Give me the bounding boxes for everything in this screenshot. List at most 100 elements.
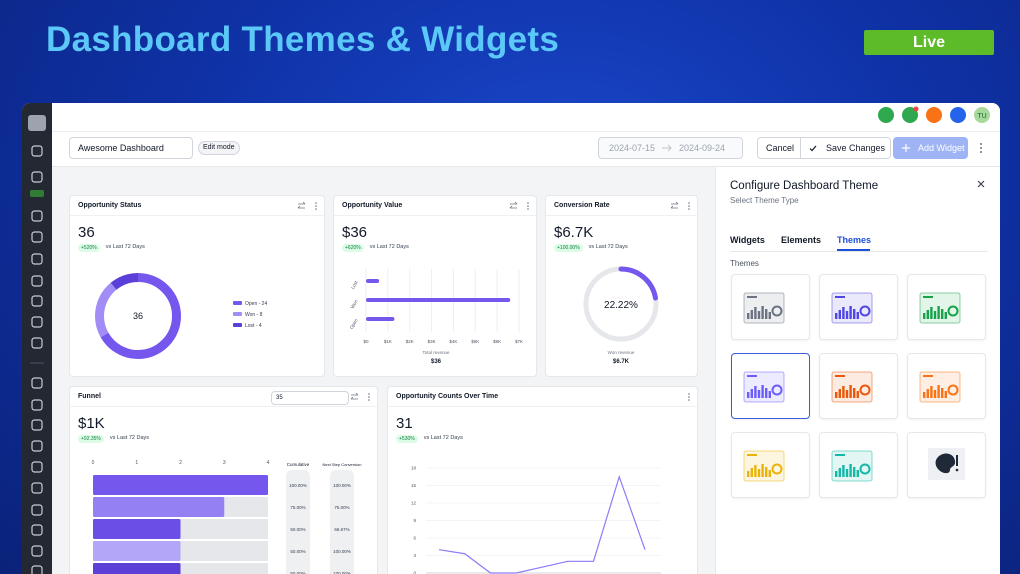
dashboard-name-input[interactable]: Awesome Dashboard [69,137,193,159]
thumb-bar [926,310,929,319]
theme-card[interactable] [907,432,986,498]
thumb-bar [937,385,940,398]
theme-card[interactable] [819,432,898,498]
menu-dot [527,208,529,210]
header-divider [388,406,697,407]
sidebar-icon[interactable] [31,337,43,349]
app-window: TU Awesome Dashboard Edit mode 2024-07-1… [22,103,1000,574]
theme-card[interactable] [731,274,810,340]
theme-thumbnail [743,450,785,482]
logo [28,115,46,131]
thumb-bar [856,391,859,398]
thumb-line [835,296,845,298]
theme-card[interactable] [819,274,898,340]
donut-segment [95,273,181,359]
sidebar-icon[interactable] [31,545,43,557]
page-title: Dashboard Themes & Widgets [46,20,560,59]
y-tick-label: 18 [411,466,417,471]
sidebar-icon[interactable] [31,565,43,574]
theme-card[interactable] [907,353,986,419]
thumb-bar [835,313,838,319]
cumulative-cell: 100.00% [289,483,307,488]
close-icon[interactable] [976,179,986,189]
theme-card[interactable] [731,432,810,498]
sidebar-icon[interactable] [31,253,43,265]
thumb-line [747,454,757,456]
theme-card[interactable] [907,274,986,340]
phone-icon[interactable] [878,107,894,123]
sidebar-icon[interactable] [31,145,43,157]
bell-icon[interactable] [926,107,942,123]
caption: Won revenue [608,350,635,355]
theme-card[interactable] [819,353,898,419]
filter-select[interactable]: 35 [271,391,349,405]
tab[interactable]: Themes [837,235,872,245]
thumb-line [835,454,845,456]
header-divider [70,406,377,407]
date-range[interactable]: 2024-07-15 2024-09-24 [598,137,743,159]
thumb-bar [838,389,841,398]
theme-thumbnail [831,371,873,403]
sidebar-icon[interactable] [30,190,44,197]
theme-card[interactable] [731,353,810,419]
avatar[interactable] [974,107,990,123]
widget-value: $36 [342,224,368,241]
category-label: Lost [350,279,359,290]
widget-chart: 0 1 2 3 4 Cumulative Next Step Conversion 100.0… [92,460,361,574]
widget-title: Conversion Rate [554,202,610,209]
sidebar-icon[interactable] [31,482,43,494]
swap-icon[interactable] [350,392,359,400]
sidebar-icon[interactable] [31,440,43,452]
thumb-bar [845,469,849,477]
sidebar-icon[interactable] [31,419,43,431]
sidebar-icon[interactable] [31,399,43,411]
y-tick-label: 12 [411,501,417,506]
sidebar-icon[interactable] [31,461,43,473]
column-bg [330,470,354,574]
widget-chart: 0 3 6 9 12 15 18 [411,466,661,574]
top-icons: TU [878,106,990,123]
add-widget-button[interactable]: Add Widget [893,137,968,159]
column-bg [286,470,310,574]
arrow-icon [662,144,672,152]
tab[interactable]: Elements [781,235,822,245]
thumb-line [923,375,933,377]
change-badge: +520% [78,244,100,252]
thumb-bar [754,465,757,477]
thumb-bar [761,464,764,477]
sidebar-icon[interactable] [31,275,43,287]
thumb-line [923,296,933,298]
sidebar-icon[interactable] [31,316,43,328]
sidebar-icon[interactable] [31,171,43,183]
menu-dot [688,205,690,207]
widget-actions [688,393,690,401]
thumb-bar [930,307,933,319]
sidebar-icon[interactable] [31,295,43,307]
sidebar-icon[interactable] [31,524,43,536]
thumb-bar [838,468,841,477]
conversion-cell: 100.00% [333,571,351,574]
sidebar-icon[interactable] [31,231,43,243]
swap-icon[interactable] [670,201,679,209]
thumb-bar [937,306,940,319]
save-button[interactable]: Save Changes [826,143,886,153]
thumb-donut [859,463,871,475]
menu-icon[interactable] [978,142,984,154]
help-icon[interactable] [950,107,966,123]
donut-segment [95,273,181,359]
tab[interactable]: Widgets [730,235,765,245]
cancel-button[interactable]: Cancel [766,143,795,153]
sidebar-icon[interactable] [31,504,43,516]
sidebar-icon[interactable] [31,377,43,389]
sidebar-icon[interactable] [31,210,43,222]
thumb-bar [750,310,753,319]
widget-value: $1K [78,415,105,432]
swap-icon[interactable] [297,201,306,209]
mode-pill[interactable]: Edit mode [198,141,240,155]
plus-icon [902,144,910,152]
megaphone-icon[interactable] [902,107,918,123]
thumb-line [747,296,757,298]
thumb-bar [933,390,937,398]
y-tick-label: 9 [413,518,416,523]
swap-icon[interactable] [509,201,518,209]
